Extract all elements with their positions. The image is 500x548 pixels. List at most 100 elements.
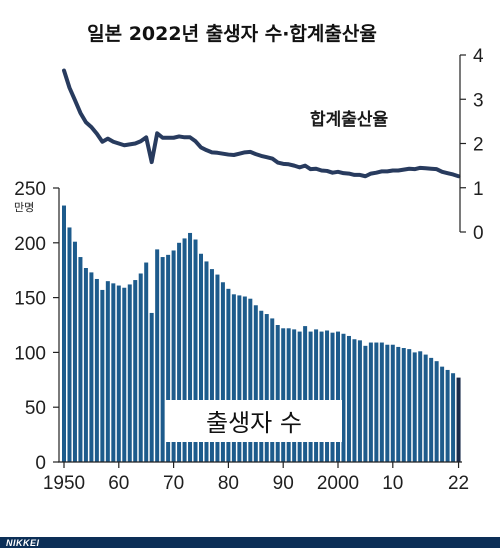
x-tick-label: 10 [382,473,403,494]
birth-count-series-label: 출생자 수 [206,409,302,437]
left-tick-label: 200 [14,234,46,255]
birth-count-legend-box: 출생자 수 [166,400,342,442]
birth-bar-2008 [379,342,384,462]
left-tick-label: 50 [25,398,46,419]
x-tick-label: 1950 [43,473,85,494]
birth-bar-1954 [83,268,88,462]
x-tick-label: 60 [108,473,129,494]
nikkei-logo: NIKKEI [6,538,40,548]
x-tick-label: 70 [163,473,184,494]
birth-bar-1989 [275,325,280,462]
birth-bar-2006 [368,342,373,462]
birth-bar-1951 [67,227,72,462]
birth-bar-1955 [89,272,94,462]
right-axis: 0 1 2 3 4 [459,46,484,244]
birth-bar-2005 [363,345,368,462]
x-tick-label: 22 [448,473,469,494]
x-axis: 1950 60 70 80 90 2000 10 22 [43,461,469,494]
birth-bar-2020 [445,369,450,462]
fertility-rate-line [62,68,461,179]
birth-bar-2010 [390,344,395,462]
footer-bar: NIKKEI [0,537,500,548]
birth-bar-2000 [336,331,340,462]
birth-bar-1972 [182,238,187,462]
birth-bar-1968 [160,257,165,462]
birth-bar-2003 [352,339,357,462]
birth-bar-1988 [270,318,275,462]
birth-bar-1997 [319,331,324,462]
birth-bar-1976 [204,261,209,462]
birth-bar-2016 [423,354,428,462]
fertility-line-series [62,68,461,179]
birth-bar-2007 [374,342,379,462]
birth-bar-1985 [253,305,258,462]
birth-bar-2012 [401,348,406,462]
birth-bar-2022 [456,377,461,462]
left-axis: 0 50 100 150 200 250 [14,179,60,474]
birth-bar-1981 [231,294,236,462]
birth-bar-1999 [330,332,335,462]
birth-bar-1974 [193,239,198,462]
birth-bar-1984 [248,298,253,462]
birth-bar-1973 [188,232,193,462]
birth-bar-1996 [314,329,319,462]
birth-bar-1952 [72,241,77,462]
x-tick-label: 90 [273,473,294,494]
birth-bar-2018 [434,361,439,462]
left-tick-label: 100 [14,343,46,364]
birth-bar-1992 [292,329,297,462]
birth-bar-1990 [281,328,286,462]
birth-bar-2021 [451,373,456,462]
birth-bar-1986 [259,310,264,462]
birth-bar-1977 [209,269,214,462]
birth-bar-2011 [396,346,401,462]
left-tick-label: 250 [14,179,46,200]
birth-bar-2014 [412,352,417,462]
birth-bar-1958 [105,281,110,462]
birth-bar-2009 [385,344,390,462]
birth-bar-2013 [407,349,412,462]
birth-bar-1980 [226,288,231,462]
birth-bar-1971 [177,242,182,462]
birth-bar-1993 [297,331,302,462]
birth-bar-1959 [111,283,116,462]
birth-bar-1967 [155,249,160,462]
birth-bar-1964 [138,273,143,462]
birth-bar-1957 [100,289,105,462]
right-tick-label: 2 [473,135,484,156]
birth-bar-1975 [199,253,203,462]
birth-bar-2019 [440,366,445,462]
birth-bar-1962 [127,284,132,462]
birth-bar-1991 [286,328,291,462]
birth-bar-2004 [357,340,362,462]
birth-bar-1963 [133,280,138,462]
birth-bar-2002 [346,335,351,462]
birth-bar-1978 [215,274,220,462]
fertility-series-label: 합계출산율 [310,109,389,130]
birth-bar-1950 [62,205,66,463]
birth-bar-1953 [78,257,83,462]
left-axis-unit: 만명 [14,201,34,214]
birth-bar-1961 [122,287,127,462]
birth-bar-1956 [94,278,99,462]
birth-bar-1979 [220,282,225,462]
left-tick-label: 0 [35,453,46,474]
chart-title: 일본 2022년 출생자 수·합계출산율 [87,23,377,45]
birth-bar-2001 [341,333,346,462]
bar-series [62,205,461,463]
x-tick-label: 80 [218,473,239,494]
right-tick-label: 3 [473,90,484,111]
birth-bar-1960 [116,285,121,462]
birth-bar-1987 [264,314,269,462]
right-tick-label: 0 [473,223,484,244]
birth-bar-1995 [308,331,313,462]
birth-bar-1969 [166,254,171,462]
birth-bar-1983 [242,296,247,462]
right-tick-label: 4 [473,46,484,67]
x-tick-label: 2000 [317,473,359,494]
birth-bar-1998 [325,330,330,462]
left-tick-label: 150 [14,289,46,310]
birth-bar-1982 [237,295,242,462]
birth-bar-1970 [171,250,176,462]
